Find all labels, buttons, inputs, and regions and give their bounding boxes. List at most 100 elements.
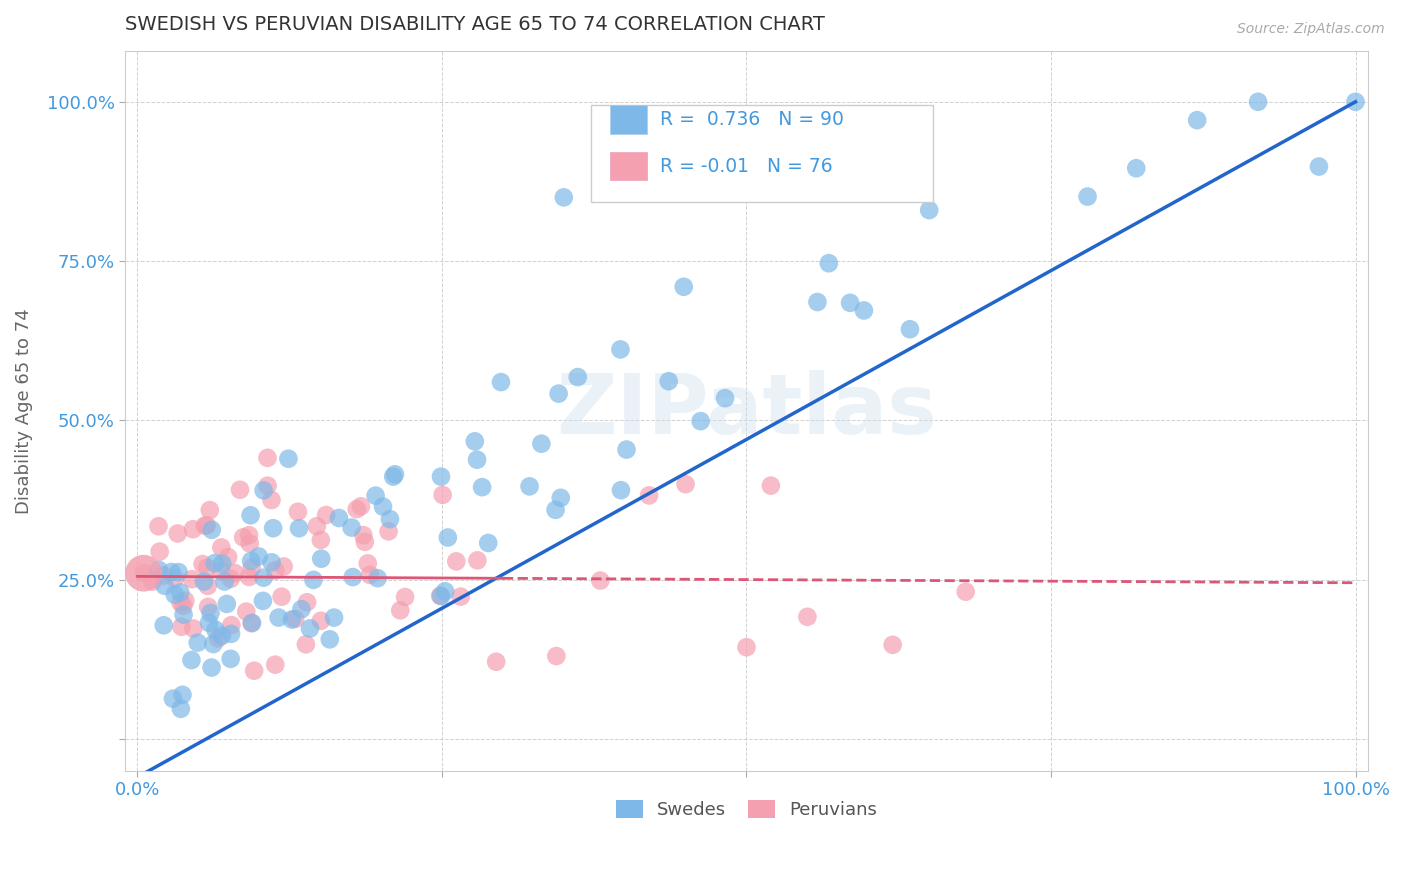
Point xyxy=(170,620,193,634)
Point xyxy=(253,483,276,498)
Point xyxy=(141,574,163,589)
Point xyxy=(1076,189,1098,203)
Point xyxy=(735,640,758,655)
Point xyxy=(675,477,697,491)
Point xyxy=(197,579,219,593)
Point xyxy=(160,565,183,579)
Point xyxy=(394,590,416,604)
Point xyxy=(148,563,170,577)
Text: R =  0.736   N = 90: R = 0.736 N = 90 xyxy=(659,110,844,128)
Point xyxy=(200,660,222,674)
Point xyxy=(309,614,332,628)
Point xyxy=(219,652,242,666)
Point xyxy=(295,637,318,651)
Point xyxy=(467,553,489,567)
Point xyxy=(211,629,233,643)
Point xyxy=(232,530,254,544)
Point xyxy=(446,554,468,568)
Point xyxy=(302,573,325,587)
Point xyxy=(204,556,226,570)
Point xyxy=(247,549,270,564)
Point xyxy=(882,638,904,652)
Point xyxy=(132,566,155,581)
Point xyxy=(567,370,589,384)
Point xyxy=(197,599,219,614)
Point xyxy=(1344,95,1367,109)
Text: R = -0.01   N = 76: R = -0.01 N = 76 xyxy=(659,156,832,176)
Point xyxy=(714,391,737,405)
Point xyxy=(547,386,569,401)
Point xyxy=(262,521,284,535)
Point xyxy=(1308,160,1330,174)
Point xyxy=(350,500,373,514)
Point xyxy=(430,469,453,483)
Point xyxy=(215,597,238,611)
Point xyxy=(207,632,229,646)
Point xyxy=(198,615,221,630)
Point xyxy=(429,589,451,603)
Point xyxy=(260,555,283,569)
Legend: Swedes, Peruvians: Swedes, Peruvians xyxy=(609,793,884,827)
Point xyxy=(315,508,337,522)
Point xyxy=(589,574,612,588)
Point xyxy=(465,452,488,467)
Point xyxy=(616,442,638,457)
Point xyxy=(260,493,283,508)
Point xyxy=(378,512,401,526)
Point xyxy=(240,616,263,631)
Point xyxy=(658,374,681,388)
Point xyxy=(240,554,263,568)
Point xyxy=(152,618,174,632)
Point xyxy=(796,610,818,624)
Point xyxy=(288,521,311,535)
Point xyxy=(148,519,170,533)
Point xyxy=(546,648,568,663)
Point xyxy=(204,623,226,637)
Point xyxy=(252,594,274,608)
Point xyxy=(252,571,274,585)
Point xyxy=(530,436,553,450)
Point xyxy=(1125,161,1147,176)
Point xyxy=(346,502,368,516)
Point xyxy=(553,190,575,204)
Point xyxy=(544,503,567,517)
Point xyxy=(194,518,217,533)
Point xyxy=(187,635,209,649)
Point xyxy=(519,479,541,493)
Point xyxy=(489,375,512,389)
Point xyxy=(371,500,394,514)
Point xyxy=(240,615,263,630)
Point xyxy=(550,491,572,505)
Point xyxy=(169,596,191,610)
Point xyxy=(284,612,307,626)
Point xyxy=(219,572,242,586)
Point xyxy=(180,653,202,667)
Point xyxy=(270,590,292,604)
Point xyxy=(166,526,188,541)
Point xyxy=(852,303,875,318)
Point xyxy=(353,534,375,549)
Text: ZIPatlas: ZIPatlas xyxy=(555,370,936,451)
Point xyxy=(357,557,380,571)
Point xyxy=(281,613,304,627)
Point xyxy=(389,603,412,617)
Text: Source: ZipAtlas.com: Source: ZipAtlas.com xyxy=(1237,22,1385,37)
Point xyxy=(264,564,287,578)
Point xyxy=(240,560,263,574)
Point xyxy=(364,489,387,503)
Point xyxy=(209,564,232,578)
Point xyxy=(170,702,193,716)
Bar xyxy=(610,105,647,134)
Point xyxy=(382,469,405,483)
Point xyxy=(264,657,287,672)
Point xyxy=(191,557,214,571)
Point xyxy=(340,520,363,534)
Text: SWEDISH VS PERUVIAN DISABILITY AGE 65 TO 74 CORRELATION CHART: SWEDISH VS PERUVIAN DISABILITY AGE 65 TO… xyxy=(125,15,825,34)
Point xyxy=(267,610,290,624)
Point xyxy=(193,574,215,589)
Point xyxy=(352,528,374,542)
Point xyxy=(477,536,499,550)
Point xyxy=(328,511,350,525)
Point xyxy=(287,505,309,519)
Point xyxy=(471,480,494,494)
